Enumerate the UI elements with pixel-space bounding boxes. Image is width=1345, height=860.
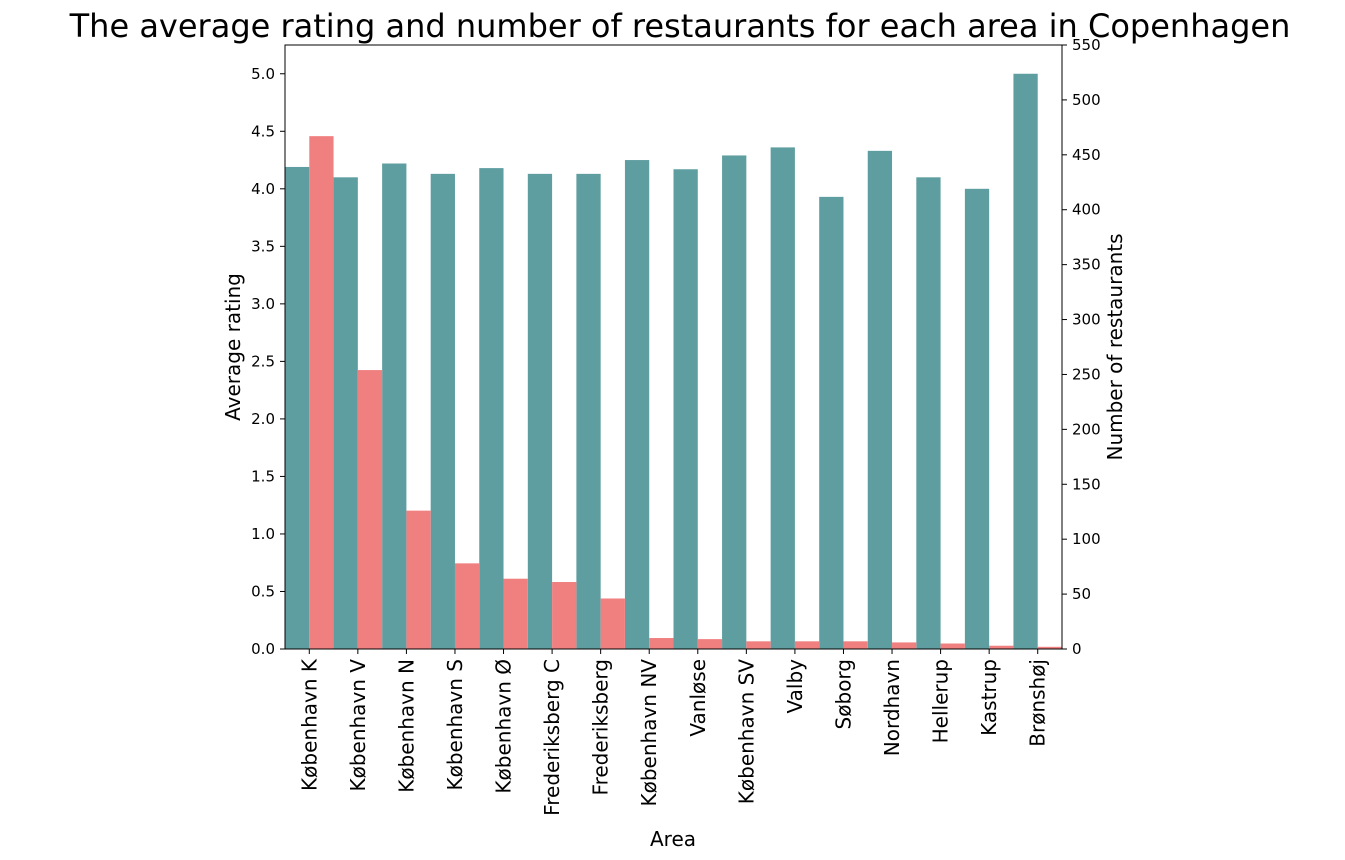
x-tick-label: Kastrup	[977, 659, 1001, 736]
x-tick-label: Brønshøj	[1026, 659, 1050, 747]
left-tick-label: 1.0	[251, 525, 275, 543]
right-tick-label: 550	[1072, 36, 1101, 54]
right-tick-label: 0	[1072, 640, 1082, 658]
rating-bar	[479, 168, 504, 649]
left-tick-label: 0.5	[251, 582, 275, 600]
restaurant-count-bar	[406, 510, 431, 649]
rating-bar	[722, 155, 747, 649]
rating-bar	[576, 173, 601, 649]
x-tick-label: København N	[394, 659, 418, 793]
left-tick-label: 2.5	[251, 352, 275, 370]
left-tick-label: 2.0	[251, 410, 275, 428]
x-axis-label: Area	[650, 827, 696, 851]
restaurant-count-bar	[309, 136, 334, 649]
rating-bar	[285, 166, 310, 649]
right-tick-label: 400	[1072, 201, 1101, 219]
x-tick-label: Vanløse	[686, 659, 710, 737]
rating-bar	[964, 188, 990, 650]
left-tick-label: 5.0	[251, 65, 275, 83]
left-tick-label: 4.5	[251, 122, 275, 140]
x-tick-label: Valby	[783, 659, 807, 714]
x-axis-category-labels: København K København V København N Københa…	[297, 649, 1050, 816]
restaurant-count-bar	[552, 582, 577, 649]
right-tick-label: 350	[1072, 256, 1101, 274]
right-tick-label: 100	[1072, 530, 1101, 548]
restaurant-count-bar	[697, 639, 723, 649]
x-tick-label: København NV	[637, 659, 661, 807]
left-y-axis-label: Average rating	[221, 273, 245, 421]
left-tick-label: 1.5	[251, 467, 275, 485]
x-tick-label: København Ø	[492, 659, 516, 794]
restaurant-count-bar	[454, 563, 480, 649]
restaurant-count-bar	[892, 642, 917, 649]
restaurant-count-bar	[940, 643, 965, 649]
restaurant-count-bar	[843, 641, 868, 649]
x-tick-label: København V	[346, 659, 370, 792]
x-tick-label: København S	[443, 659, 467, 791]
restaurant-count-bar	[794, 641, 820, 649]
rating-bars	[285, 73, 1038, 650]
rating-bar	[819, 196, 844, 649]
rating-bar	[770, 147, 795, 649]
rating-bar	[527, 173, 553, 649]
rating-bar	[382, 163, 407, 649]
right-axis-ticks: 0 50 100 150 200 250 300 350 400 450 500 550	[1062, 36, 1101, 658]
x-tick-label: København K	[297, 658, 321, 791]
left-axis-ticks: 0.0 0.5 1.0 1.5 2.0 2.5 3.0 3.5 4.0 4.5 5.0	[251, 65, 285, 658]
left-tick-label: 4.0	[251, 180, 275, 198]
rating-bar	[867, 150, 893, 649]
right-tick-label: 250	[1072, 365, 1101, 383]
right-tick-label: 50	[1072, 585, 1091, 603]
x-tick-label: Nordhavn	[880, 659, 904, 756]
x-tick-label: Frederiksberg	[589, 659, 613, 795]
restaurant-count-bar	[649, 638, 674, 649]
right-tick-label: 300	[1072, 311, 1101, 329]
restaurant-count-bar	[600, 598, 625, 649]
right-tick-label: 450	[1072, 146, 1101, 164]
restaurant-count-bar	[989, 645, 1014, 649]
right-y-axis-label: Number of restaurants	[1103, 233, 1127, 460]
left-tick-label: 3.0	[251, 295, 275, 313]
right-tick-label: 500	[1072, 91, 1101, 109]
rating-bar	[333, 177, 358, 650]
restaurant-count-bar	[746, 641, 771, 649]
x-tick-label: Frederiksberg C	[540, 659, 564, 816]
chart-title: The average rating and number of restaur…	[69, 7, 1291, 45]
rating-bar	[1013, 73, 1038, 649]
restaurant-count-bar	[357, 370, 383, 649]
x-tick-label: København SV	[734, 659, 758, 805]
right-tick-label: 150	[1072, 475, 1101, 493]
left-tick-label: 0.0	[251, 640, 275, 658]
rating-bar	[673, 169, 698, 649]
restaurant-count-bar	[503, 578, 528, 649]
rating-bar	[916, 177, 941, 650]
restaurant-count-bar	[1037, 646, 1062, 649]
x-tick-label: Søborg	[831, 659, 855, 729]
right-tick-label: 200	[1072, 420, 1101, 438]
left-tick-label: 3.5	[251, 237, 275, 255]
rating-bar	[624, 160, 650, 650]
x-tick-label: Hellerup	[929, 659, 953, 743]
rating-bar	[430, 173, 455, 649]
restaurant-count-bars	[309, 136, 1062, 649]
plot-frame	[284, 44, 1063, 650]
